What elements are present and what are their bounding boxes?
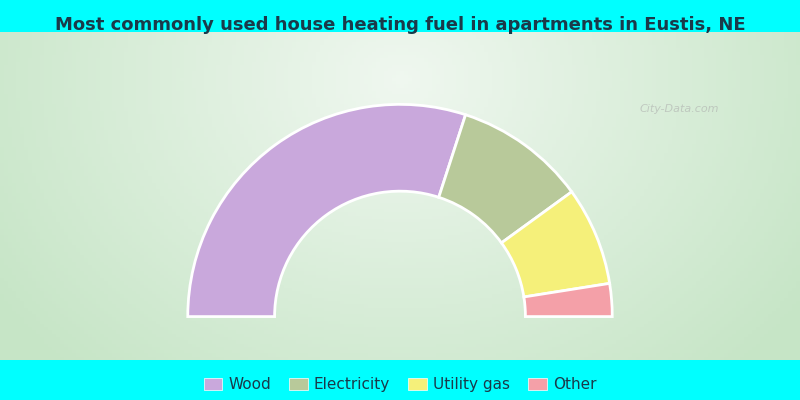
Wedge shape bbox=[524, 283, 612, 316]
Wedge shape bbox=[188, 104, 466, 316]
Text: City-Data.com: City-Data.com bbox=[640, 104, 719, 114]
Text: Most commonly used house heating fuel in apartments in Eustis, NE: Most commonly used house heating fuel in… bbox=[54, 16, 746, 34]
Wedge shape bbox=[502, 192, 610, 297]
Wedge shape bbox=[438, 115, 572, 243]
Legend: Wood, Electricity, Utility gas, Other: Wood, Electricity, Utility gas, Other bbox=[198, 371, 602, 398]
